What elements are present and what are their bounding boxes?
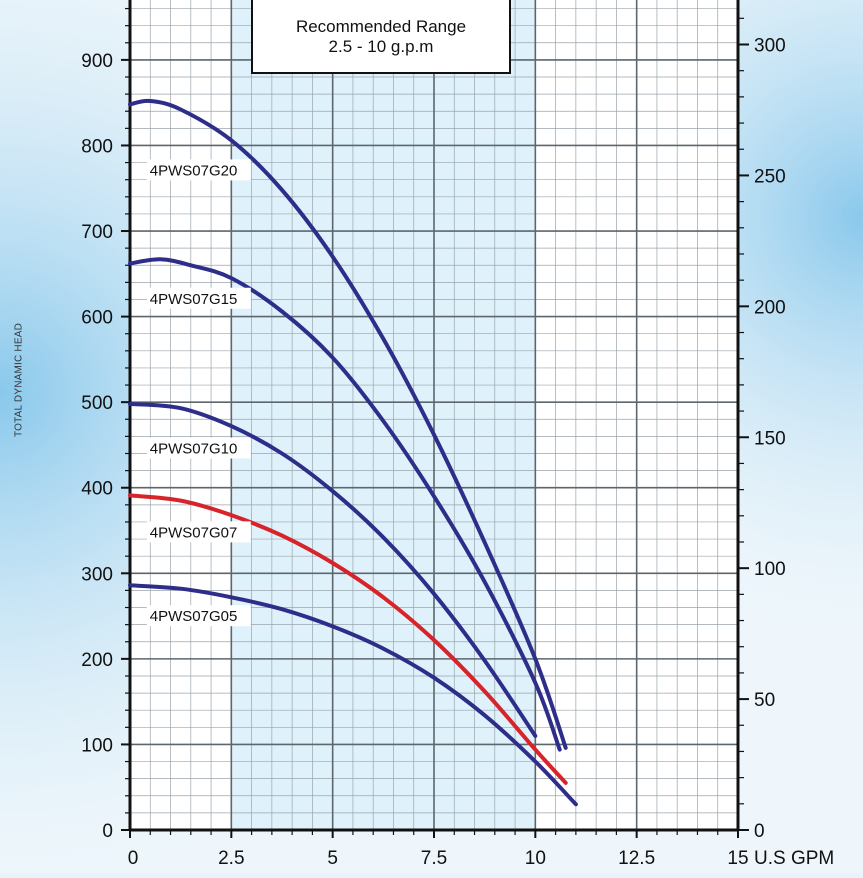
y2-tick-label: 300 <box>754 36 786 57</box>
y2-tick-label: 0 <box>754 821 765 842</box>
y-tick-label: 0 <box>102 821 113 842</box>
series-line-4pws07g07 <box>128 493 568 785</box>
x-tick-label: 2.5 <box>218 848 244 869</box>
series-label-background <box>146 521 251 543</box>
x-tick-label: 12.5 <box>618 848 655 869</box>
y-axis-label: TOTAL DYNAMIC HEAD <box>13 323 25 437</box>
y2-tick-label: 200 <box>754 297 786 318</box>
series-label-4pws07g05: 4PWS07G05 <box>150 608 238 625</box>
x-tick-label: 7.5 <box>421 848 447 869</box>
series-line-4pws07g10 <box>128 401 538 738</box>
y2-tick-label: 250 <box>754 166 786 187</box>
x-tick-label: 5 <box>327 848 338 869</box>
x-tick-label: 15 <box>727 848 748 869</box>
recommended-range-subtitle: 2.5 - 10 g.p.m <box>328 37 434 56</box>
recommended-range-shading <box>231 0 536 830</box>
x-tick-label: 10 <box>525 848 546 869</box>
x-tick-label: 0 <box>128 848 139 869</box>
recommended-range-box: Recommended Range 2.5 - 10 g.p.m <box>251 0 511 74</box>
y-tick-label: 200 <box>81 650 113 671</box>
recommended-range-title: Recommended Range <box>295 17 467 36</box>
y2-tick-label: 150 <box>754 428 786 449</box>
series-label-4pws07g20: 4PWS07G20 <box>150 162 238 179</box>
y-tick-label: 300 <box>81 564 113 585</box>
series-line-4pws07g20 <box>128 98 568 750</box>
y-tick-label: 700 <box>81 222 113 243</box>
y-tick-label: 500 <box>81 393 113 414</box>
series-label-4pws07g15: 4PWS07G15 <box>150 291 238 308</box>
series-label-background <box>146 287 251 309</box>
series-line-4pws07g05 <box>128 583 578 807</box>
x-axis-label: U.S GPM <box>754 848 834 869</box>
y-tick-label: 600 <box>81 308 113 329</box>
series-label-4pws07g10: 4PWS07G10 <box>150 441 238 458</box>
y-tick-label: 100 <box>81 735 113 756</box>
y2-tick-label: 50 <box>754 690 775 711</box>
y2-tick-label: 100 <box>754 559 786 580</box>
y-tick-label: 900 <box>81 51 113 72</box>
series-label-4pws07g07: 4PWS07G07 <box>150 524 238 541</box>
series-label-background <box>146 605 251 627</box>
y-tick-label: 800 <box>81 136 113 157</box>
series-line-4pws07g15 <box>128 257 562 752</box>
series-label-background <box>146 159 251 181</box>
y-tick-label: 400 <box>81 479 113 500</box>
series-label-background <box>146 437 251 459</box>
